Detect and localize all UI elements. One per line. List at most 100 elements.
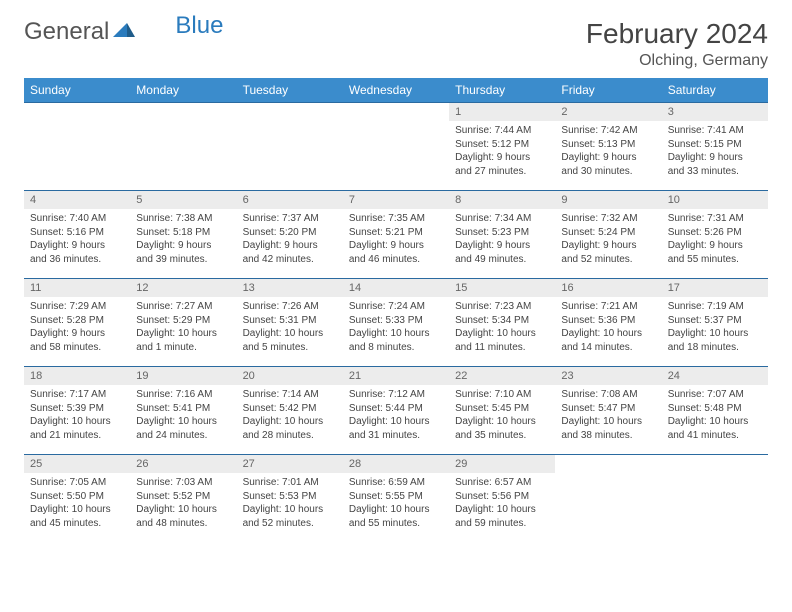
day-data: Sunrise: 7:24 AMSunset: 5:33 PMDaylight:… [343, 297, 449, 358]
day-data-line: Sunrise: 7:40 AM [30, 212, 124, 226]
day-number: 7 [343, 191, 449, 209]
day-data-line: and 46 minutes. [349, 253, 443, 267]
day-data: Sunrise: 7:35 AMSunset: 5:21 PMDaylight:… [343, 209, 449, 270]
day-data: Sunrise: 7:07 AMSunset: 5:48 PMDaylight:… [662, 385, 768, 446]
day-data: Sunrise: 7:19 AMSunset: 5:37 PMDaylight:… [662, 297, 768, 358]
day-data-line: Daylight: 10 hours [455, 503, 549, 517]
day-data-line: and 30 minutes. [561, 165, 655, 179]
day-data-line: and 14 minutes. [561, 341, 655, 355]
weekday-header: Monday [130, 78, 236, 103]
day-number: 11 [24, 279, 130, 297]
day-number: 22 [449, 367, 555, 385]
day-data-line: Sunset: 5:34 PM [455, 314, 549, 328]
day-number: 27 [237, 455, 343, 473]
day-data-line: Daylight: 10 hours [349, 327, 443, 341]
day-number: 21 [343, 367, 449, 385]
day-number: 26 [130, 455, 236, 473]
day-data-line: and 59 minutes. [455, 517, 549, 531]
calendar-week-row: 11Sunrise: 7:29 AMSunset: 5:28 PMDayligh… [24, 279, 768, 367]
calendar-cell: 11Sunrise: 7:29 AMSunset: 5:28 PMDayligh… [24, 279, 130, 367]
day-number: 1 [449, 103, 555, 121]
day-data: Sunrise: 7:17 AMSunset: 5:39 PMDaylight:… [24, 385, 130, 446]
day-data-line: Daylight: 10 hours [243, 327, 337, 341]
day-data-line: Sunset: 5:55 PM [349, 490, 443, 504]
day-data-line: and 36 minutes. [30, 253, 124, 267]
day-data-line: and 1 minute. [136, 341, 230, 355]
day-data-line: and 18 minutes. [668, 341, 762, 355]
weekday-header: Wednesday [343, 78, 449, 103]
calendar-cell: 27Sunrise: 7:01 AMSunset: 5:53 PMDayligh… [237, 455, 343, 543]
weekday-header: Saturday [662, 78, 768, 103]
day-number: 16 [555, 279, 661, 297]
day-number: 20 [237, 367, 343, 385]
day-data-line: Sunset: 5:33 PM [349, 314, 443, 328]
day-data-line: Daylight: 10 hours [561, 415, 655, 429]
day-data-line: Sunset: 5:13 PM [561, 138, 655, 152]
day-data: Sunrise: 7:14 AMSunset: 5:42 PMDaylight:… [237, 385, 343, 446]
day-data: Sunrise: 7:38 AMSunset: 5:18 PMDaylight:… [130, 209, 236, 270]
day-data-line: Sunset: 5:31 PM [243, 314, 337, 328]
day-data: Sunrise: 6:57 AMSunset: 5:56 PMDaylight:… [449, 473, 555, 534]
day-data: Sunrise: 7:44 AMSunset: 5:12 PMDaylight:… [449, 121, 555, 182]
day-data-line: Sunset: 5:50 PM [30, 490, 124, 504]
day-data: Sunrise: 7:26 AMSunset: 5:31 PMDaylight:… [237, 297, 343, 358]
day-data-line: Sunset: 5:48 PM [668, 402, 762, 416]
calendar-cell: 19Sunrise: 7:16 AMSunset: 5:41 PMDayligh… [130, 367, 236, 455]
day-data-line: and 41 minutes. [668, 429, 762, 443]
day-data-line: Sunset: 5:53 PM [243, 490, 337, 504]
day-number: 2 [555, 103, 661, 121]
day-data-line: Daylight: 9 hours [668, 239, 762, 253]
day-number: 12 [130, 279, 236, 297]
day-data-line: Sunrise: 7:23 AM [455, 300, 549, 314]
day-data: Sunrise: 7:32 AMSunset: 5:24 PMDaylight:… [555, 209, 661, 270]
day-data-line: Daylight: 10 hours [136, 415, 230, 429]
day-data-line: Sunrise: 7:31 AM [668, 212, 762, 226]
day-data: Sunrise: 7:29 AMSunset: 5:28 PMDaylight:… [24, 297, 130, 358]
calendar-cell: 29Sunrise: 6:57 AMSunset: 5:56 PMDayligh… [449, 455, 555, 543]
day-data-line: Daylight: 9 hours [349, 239, 443, 253]
day-number: 18 [24, 367, 130, 385]
day-data-line: Daylight: 10 hours [30, 415, 124, 429]
day-data-line: Sunset: 5:12 PM [455, 138, 549, 152]
day-data-line: Sunset: 5:44 PM [349, 402, 443, 416]
day-data-line: Sunset: 5:42 PM [243, 402, 337, 416]
day-data-line: Sunset: 5:29 PM [136, 314, 230, 328]
day-data-line: Daylight: 10 hours [668, 415, 762, 429]
day-data-line: Sunset: 5:28 PM [30, 314, 124, 328]
calendar-cell [555, 455, 661, 543]
day-data-line: and 21 minutes. [30, 429, 124, 443]
day-data-line: Daylight: 9 hours [30, 239, 124, 253]
calendar-cell: 25Sunrise: 7:05 AMSunset: 5:50 PMDayligh… [24, 455, 130, 543]
day-data: Sunrise: 7:05 AMSunset: 5:50 PMDaylight:… [24, 473, 130, 534]
day-data-line: Sunrise: 7:07 AM [668, 388, 762, 402]
day-data: Sunrise: 7:42 AMSunset: 5:13 PMDaylight:… [555, 121, 661, 182]
weekday-header: Friday [555, 78, 661, 103]
day-data-line: Daylight: 10 hours [349, 415, 443, 429]
day-data-line: Sunrise: 7:08 AM [561, 388, 655, 402]
day-number: 15 [449, 279, 555, 297]
calendar-cell: 4Sunrise: 7:40 AMSunset: 5:16 PMDaylight… [24, 191, 130, 279]
calendar-cell: 28Sunrise: 6:59 AMSunset: 5:55 PMDayligh… [343, 455, 449, 543]
day-data: Sunrise: 7:27 AMSunset: 5:29 PMDaylight:… [130, 297, 236, 358]
calendar-cell [343, 103, 449, 191]
day-data: Sunrise: 7:10 AMSunset: 5:45 PMDaylight:… [449, 385, 555, 446]
day-data-line: Daylight: 10 hours [30, 503, 124, 517]
logo: General Blue [24, 18, 223, 46]
day-data: Sunrise: 7:37 AMSunset: 5:20 PMDaylight:… [237, 209, 343, 270]
calendar-week-row: 18Sunrise: 7:17 AMSunset: 5:39 PMDayligh… [24, 367, 768, 455]
day-data-line: Sunrise: 7:21 AM [561, 300, 655, 314]
logo-triangle-icon [113, 18, 135, 46]
calendar-cell: 26Sunrise: 7:03 AMSunset: 5:52 PMDayligh… [130, 455, 236, 543]
day-number: 8 [449, 191, 555, 209]
day-number: 4 [24, 191, 130, 209]
day-data: Sunrise: 7:12 AMSunset: 5:44 PMDaylight:… [343, 385, 449, 446]
day-data-line: Sunrise: 6:57 AM [455, 476, 549, 490]
day-data-line: and 58 minutes. [30, 341, 124, 355]
day-data-line: and 8 minutes. [349, 341, 443, 355]
day-data-line: and 38 minutes. [561, 429, 655, 443]
day-data-line: Sunset: 5:26 PM [668, 226, 762, 240]
day-data-line: Sunset: 5:41 PM [136, 402, 230, 416]
calendar-cell: 9Sunrise: 7:32 AMSunset: 5:24 PMDaylight… [555, 191, 661, 279]
day-data-line: Daylight: 9 hours [136, 239, 230, 253]
title-block: February 2024 Olching, Germany [586, 18, 768, 70]
